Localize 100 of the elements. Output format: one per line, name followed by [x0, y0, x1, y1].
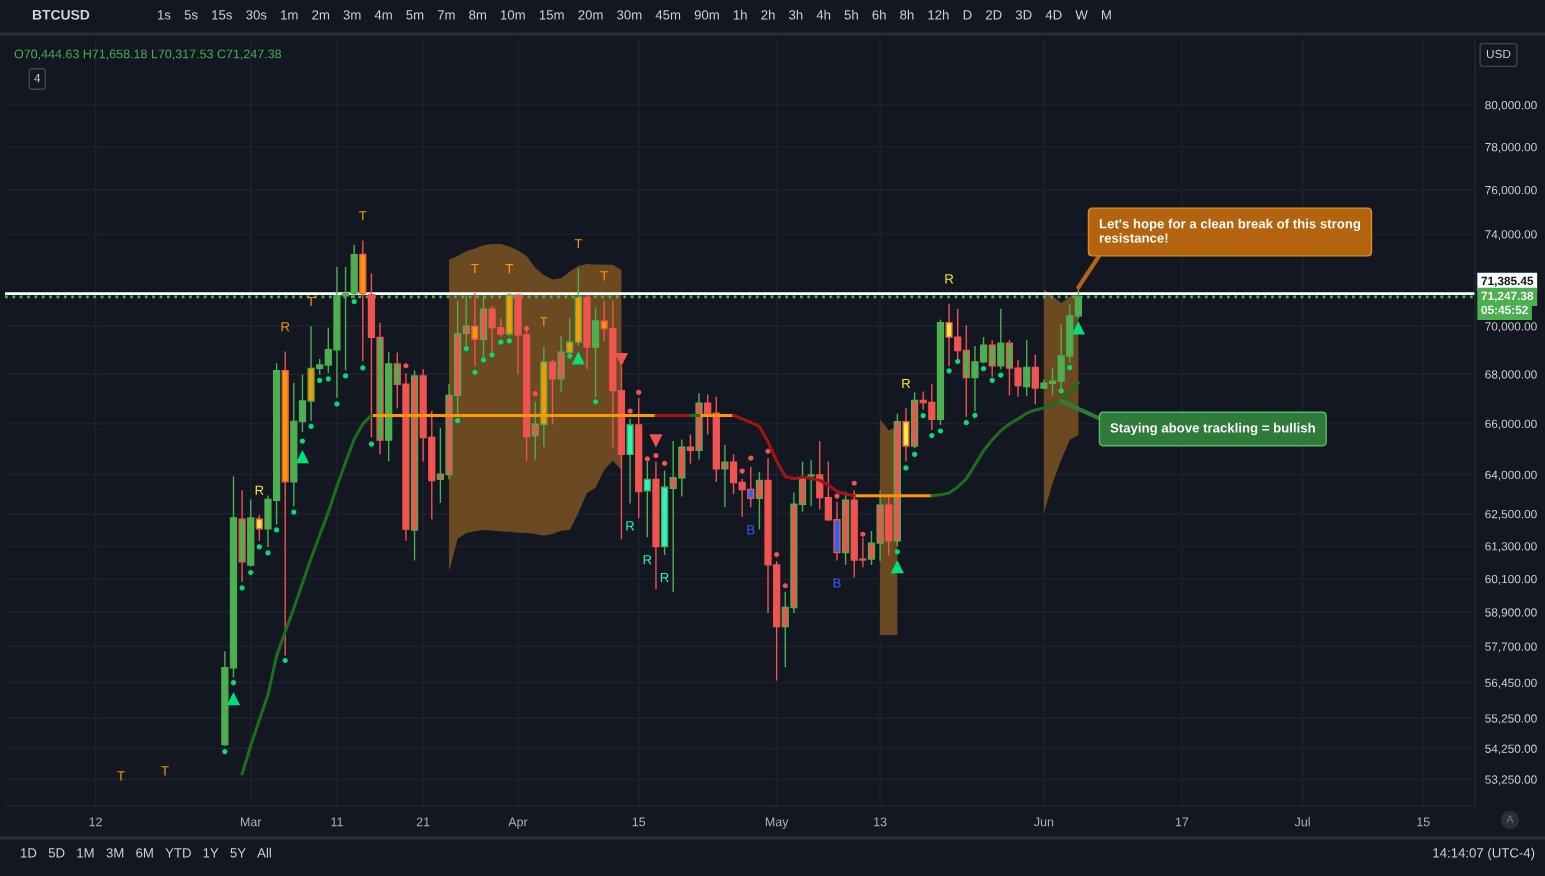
- annotation: Staying above trackling = bullish: [1110, 422, 1315, 436]
- y-tick-label: 55,250.00: [1485, 714, 1537, 725]
- y-tick-label: 76,000.00: [1485, 185, 1537, 196]
- text: O70,444.63 H71,658.18 L70,317.53 C71,247.38: [14, 49, 282, 60]
- y-tick-label: 53,250.00: [1485, 775, 1537, 786]
- y-tick-label: 57,700.00: [1485, 642, 1537, 653]
- point: [649, 434, 663, 448]
- point: [653, 453, 659, 459]
- point: [989, 377, 995, 383]
- point: [644, 456, 650, 462]
- y-tick-label: 58,900.00: [1485, 608, 1537, 619]
- x-tick-label: Apr: [508, 817, 528, 829]
- annotation: R: [643, 555, 652, 565]
- point: [230, 680, 237, 686]
- point: [256, 544, 262, 550]
- annotation: T: [161, 766, 169, 776]
- y-tick-label: 70,000.00: [1485, 322, 1537, 332]
- annotation: Let's hope for a clean break of this strong resistance!: [1099, 218, 1361, 243]
- annotation: R: [626, 521, 635, 531]
- chart-title: BTCUSD: [32, 9, 90, 20]
- point: [765, 448, 771, 454]
- point: [498, 339, 504, 345]
- point: [463, 346, 469, 352]
- y-tick-label: 64,000.00: [1485, 470, 1537, 481]
- point: [226, 691, 241, 706]
- annotation: B: [833, 578, 841, 588]
- point: [222, 748, 228, 755]
- point: [972, 412, 978, 419]
- candlestick: [1023, 339, 1031, 397]
- point: [248, 569, 254, 576]
- x-tick-label: 15: [1417, 817, 1430, 827]
- annotation: T: [359, 211, 367, 221]
- x-tick-label: May: [765, 817, 789, 829]
- point: [403, 363, 409, 369]
- y-tick-label: 62,500.00: [1485, 510, 1537, 520]
- x-tick-label: 21: [416, 817, 430, 827]
- text: 14:14:07 (UTC-4): [1433, 847, 1535, 861]
- point: [614, 353, 629, 367]
- text: 1s 5s 15s 30s 1m 2m 3m 4m 5m 7m 8m 10m 15m 20m 30m 45m 90m 1h 2h 3h 4h 5h 6h 8h 12h D 2D 3D 4D W M: [158, 9, 1111, 20]
- point: [592, 399, 599, 405]
- point: [472, 369, 478, 375]
- x-tick-label: 15: [632, 817, 646, 827]
- candlestick: [807, 459, 815, 507]
- point: [911, 451, 918, 457]
- point: [890, 560, 904, 574]
- candlestick: [1031, 354, 1039, 405]
- point: [929, 432, 935, 439]
- candlestick: [255, 514, 263, 542]
- point: [946, 368, 952, 374]
- point: [325, 376, 331, 382]
- point: [782, 583, 788, 589]
- point: [661, 460, 668, 466]
- y-tick-label: 68,000.00: [1485, 370, 1537, 381]
- text: 1D 5D 1M 3M 6M YTD 1Y 5Y All: [21, 847, 271, 858]
- point: [360, 365, 366, 371]
- point: [455, 418, 461, 424]
- point: [998, 372, 1004, 378]
- text: 05:45:52: [1481, 305, 1528, 315]
- point: [317, 377, 323, 383]
- point: [627, 408, 633, 414]
- y-tick-label: 60,100.00: [1485, 574, 1537, 585]
- point: [506, 338, 512, 344]
- point: [239, 585, 245, 591]
- point: [980, 366, 987, 372]
- point: [748, 455, 754, 461]
- point: [351, 298, 357, 305]
- point: [342, 373, 349, 379]
- x-tick-label: 11: [331, 817, 343, 827]
- point: [532, 391, 538, 397]
- annotation: B: [747, 525, 755, 535]
- ref-line-label: 71,385.45: [1481, 276, 1534, 287]
- point: [308, 423, 314, 430]
- annotation: T: [471, 263, 479, 273]
- x-tick-label: 12: [89, 817, 102, 827]
- annotation: R: [660, 572, 669, 583]
- annotation: T: [505, 264, 514, 274]
- point: [851, 480, 857, 486]
- point: [299, 438, 306, 444]
- point: [1067, 365, 1073, 371]
- annotation: T: [600, 271, 608, 281]
- annotation: R: [281, 322, 290, 332]
- x-tick-label: Jun: [1034, 817, 1054, 827]
- point: [334, 401, 340, 407]
- point: [282, 657, 288, 664]
- y-tick-label: 54,250.00: [1485, 744, 1537, 755]
- x-tick-label: Mar: [240, 817, 262, 827]
- point: [903, 465, 909, 471]
- annotation: 4: [34, 73, 41, 83]
- y-tick-label: 74,000.00: [1485, 230, 1537, 240]
- point: [636, 389, 642, 395]
- annotation: T: [574, 239, 583, 249]
- point: [291, 509, 297, 515]
- annotation: R: [945, 274, 954, 284]
- point: [1071, 321, 1085, 335]
- point: [524, 325, 530, 332]
- y-tick-label: 61,300.00: [1485, 542, 1537, 552]
- point: [774, 551, 780, 558]
- annotation: T: [540, 317, 548, 327]
- x-tick-label: Jul: [1294, 817, 1310, 827]
- point: [265, 550, 271, 556]
